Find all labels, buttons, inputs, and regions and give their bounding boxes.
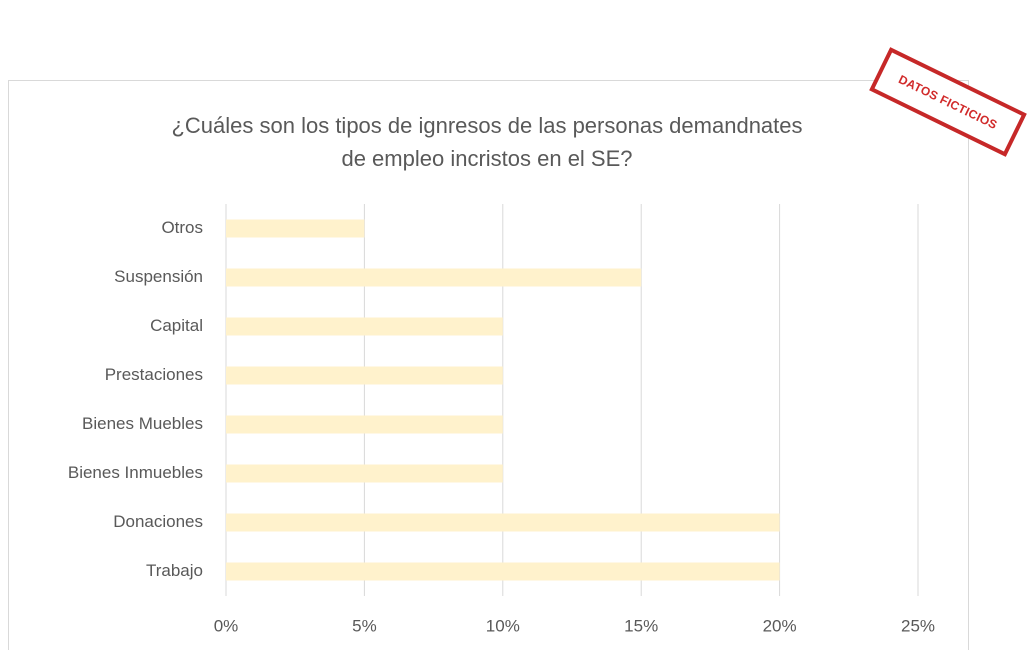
x-tick-label: 10%	[486, 616, 520, 635]
bar	[226, 317, 503, 336]
y-tick-label: Bienes Muebles	[82, 414, 203, 433]
bar	[226, 415, 503, 434]
bar	[226, 464, 503, 483]
x-tick-label: 15%	[624, 616, 658, 635]
bar	[226, 268, 642, 287]
y-tick-label: Capital	[150, 316, 203, 335]
chart-title: de empleo incristos en el SE?	[341, 146, 632, 171]
x-tick-label: 5%	[352, 616, 377, 635]
x-tick-label: 0%	[214, 616, 239, 635]
bar	[226, 366, 503, 385]
x-tick-label: 25%	[901, 616, 935, 635]
y-tick-label: Donaciones	[113, 512, 203, 531]
bar	[226, 219, 365, 238]
chart-title: ¿Cuáles son los tipos de ignresos de las…	[171, 113, 802, 138]
y-tick-label: Prestaciones	[105, 365, 203, 384]
bar	[226, 562, 780, 581]
x-tick-label: 20%	[763, 616, 797, 635]
bar	[226, 513, 780, 532]
y-tick-label: Otros	[161, 218, 203, 237]
y-tick-label: Trabajo	[146, 561, 203, 580]
y-tick-label: Bienes Inmuebles	[68, 463, 203, 482]
stamp-frame	[869, 47, 1027, 157]
chart-frame	[8, 80, 969, 650]
y-tick-label: Suspensión	[114, 267, 203, 286]
